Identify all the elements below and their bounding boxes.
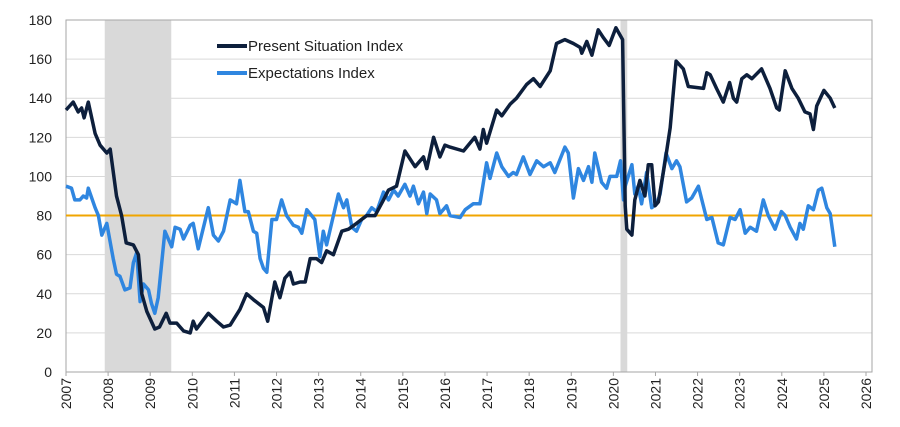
x-tick-label: 2018 xyxy=(521,378,537,409)
y-tick-label: 80 xyxy=(36,208,52,224)
x-axis: 2007 2008 2009 2010 2011 2012 2013 2014 2015 2016… xyxy=(58,372,874,409)
x-tick-label: 2017 xyxy=(479,378,495,409)
y-tick-label: 0 xyxy=(44,364,52,380)
y-axis: 0 20 40 60 80 100 120 140 160 180 xyxy=(29,12,53,380)
x-tick-label: 2011 xyxy=(226,378,242,408)
series-line-present-situation xyxy=(64,26,837,335)
x-tick-label: 2023 xyxy=(732,378,748,409)
legend-label-expectations: Expectations Index xyxy=(248,65,375,82)
y-tick-label: 20 xyxy=(36,325,52,341)
y-tick-label: 100 xyxy=(29,168,53,184)
y-tick-label: 120 xyxy=(29,129,53,145)
x-tick-label: 2007 xyxy=(58,378,74,409)
y-tick-label: 180 xyxy=(29,12,53,28)
x-tick-label: 2019 xyxy=(563,378,579,409)
y-tick-label: 160 xyxy=(29,51,53,67)
recession-band xyxy=(104,20,172,372)
x-tick-label: 2014 xyxy=(353,378,369,409)
x-tick-label: 2010 xyxy=(184,378,200,409)
x-tick-label: 2016 xyxy=(437,378,453,409)
y-tick-label: 40 xyxy=(36,286,52,302)
legend: Present Situation Index Expectations Ind… xyxy=(217,38,404,82)
x-tick-label: 2008 xyxy=(100,378,116,409)
x-tick-label: 2021 xyxy=(647,378,663,409)
y-tick-label: 60 xyxy=(36,247,52,263)
x-tick-label: 2026 xyxy=(858,378,874,409)
series-line-expectations xyxy=(65,145,837,316)
x-tick-label: 2015 xyxy=(395,378,411,409)
x-tick-label: 2025 xyxy=(816,378,832,409)
x-tick-label: 2020 xyxy=(605,378,621,409)
gridlines xyxy=(66,58,872,334)
x-tick-label: 2009 xyxy=(142,378,158,409)
x-tick-label: 2013 xyxy=(311,378,327,409)
y-tick-label: 140 xyxy=(29,90,53,106)
x-tick-label: 2024 xyxy=(774,378,790,409)
legend-label-present-situation: Present Situation Index xyxy=(248,38,404,55)
plot-frame xyxy=(65,19,873,373)
series-lines xyxy=(64,26,837,335)
x-tick-label: 2012 xyxy=(269,378,285,409)
x-tick-label: 2022 xyxy=(690,378,706,409)
